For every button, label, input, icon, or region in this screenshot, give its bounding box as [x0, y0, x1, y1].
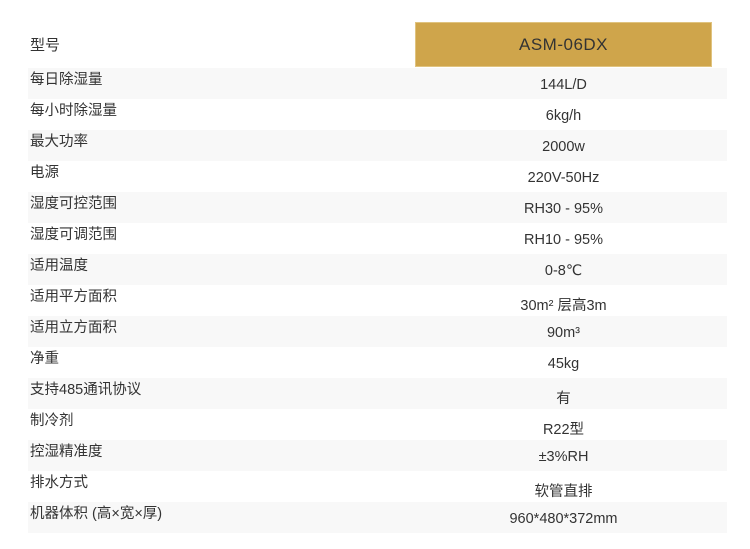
spec-row: 控湿精准度 ±3%RH	[28, 440, 727, 471]
spec-row: 支持485通讯协议有	[28, 378, 727, 409]
spec-value: 软管直排	[534, 484, 593, 500]
spec-row: 电源 220V-50Hz	[28, 161, 727, 192]
spec-header-row: 型号 ASM-06DX	[28, 22, 727, 68]
spec-row: 湿度可控范围 RH30 - 95%	[28, 192, 727, 223]
spec-row: 适用温度 0-8℃	[28, 254, 727, 285]
spec-label: 净重	[30, 351, 59, 367]
spec-value: 45kg	[547, 356, 580, 372]
spec-value: R22型	[542, 422, 585, 438]
spec-value: RH30 - 95%	[524, 201, 603, 217]
spec-label: 排水方式	[30, 475, 88, 491]
spec-row: 适用平方面积 30m² 层高3m	[28, 285, 727, 316]
spec-value: 2000w	[542, 139, 585, 155]
spec-value: 144L/D	[540, 77, 587, 93]
model-value: ASM-06DX	[518, 34, 609, 54]
spec-label: 电源	[30, 165, 59, 181]
spec-value: 有	[556, 391, 571, 407]
spec-label: 适用平方面积	[30, 289, 117, 305]
spec-label: 每小时除湿量	[30, 103, 117, 119]
spec-label: 湿度可调范围	[30, 227, 117, 243]
spec-label: 适用温度	[30, 258, 88, 274]
spec-row: 制冷剂 R22型	[28, 409, 727, 440]
spec-row: 最大功率 2000w	[28, 130, 727, 161]
model-value-box: ASM-06DX	[415, 22, 712, 67]
spec-value: 960*480*372mm	[509, 511, 618, 527]
spec-label: 型号	[30, 37, 61, 54]
spec-value: ±3%RH	[538, 449, 589, 465]
spec-row: 每日除湿量 144L/D	[28, 68, 727, 99]
spec-label: 机器体积 (高×宽×厚)	[30, 506, 163, 522]
spec-value: 6kg/h	[545, 108, 582, 124]
spec-value: 90m³	[546, 325, 581, 341]
spec-row: 机器体积 (高×宽×厚) 960*480*372mm	[28, 502, 727, 533]
spec-row: 适用立方面积 90m³	[28, 316, 727, 347]
spec-label: 每日除湿量	[30, 72, 103, 88]
spec-label: 最大功率	[30, 134, 88, 150]
spec-row: 净重 45kg	[28, 347, 727, 378]
spec-row: 湿度可调范围 RH10 - 95%	[28, 223, 727, 254]
spec-label: 控湿精准度	[30, 444, 103, 460]
spec-value: 30m² 层高3m	[520, 298, 607, 314]
spec-label: 适用立方面积	[30, 320, 117, 336]
spec-label: 湿度可控范围	[30, 196, 117, 212]
spec-row: 每小时除湿量 6kg/h	[28, 99, 727, 130]
spec-value: 0-8℃	[544, 263, 583, 279]
spec-row: 排水方式软管直排	[28, 471, 727, 502]
spec-value: RH10 - 95%	[524, 232, 603, 248]
spec-value: 220V-50Hz	[527, 170, 600, 186]
spec-table: 型号 ASM-06DX 每日除湿量 144L/D 每小时除湿量 6kg/h 最大功率 20…	[28, 22, 727, 533]
spec-label: 制冷剂	[30, 413, 74, 429]
spec-label: 支持485通讯协议	[30, 382, 142, 398]
